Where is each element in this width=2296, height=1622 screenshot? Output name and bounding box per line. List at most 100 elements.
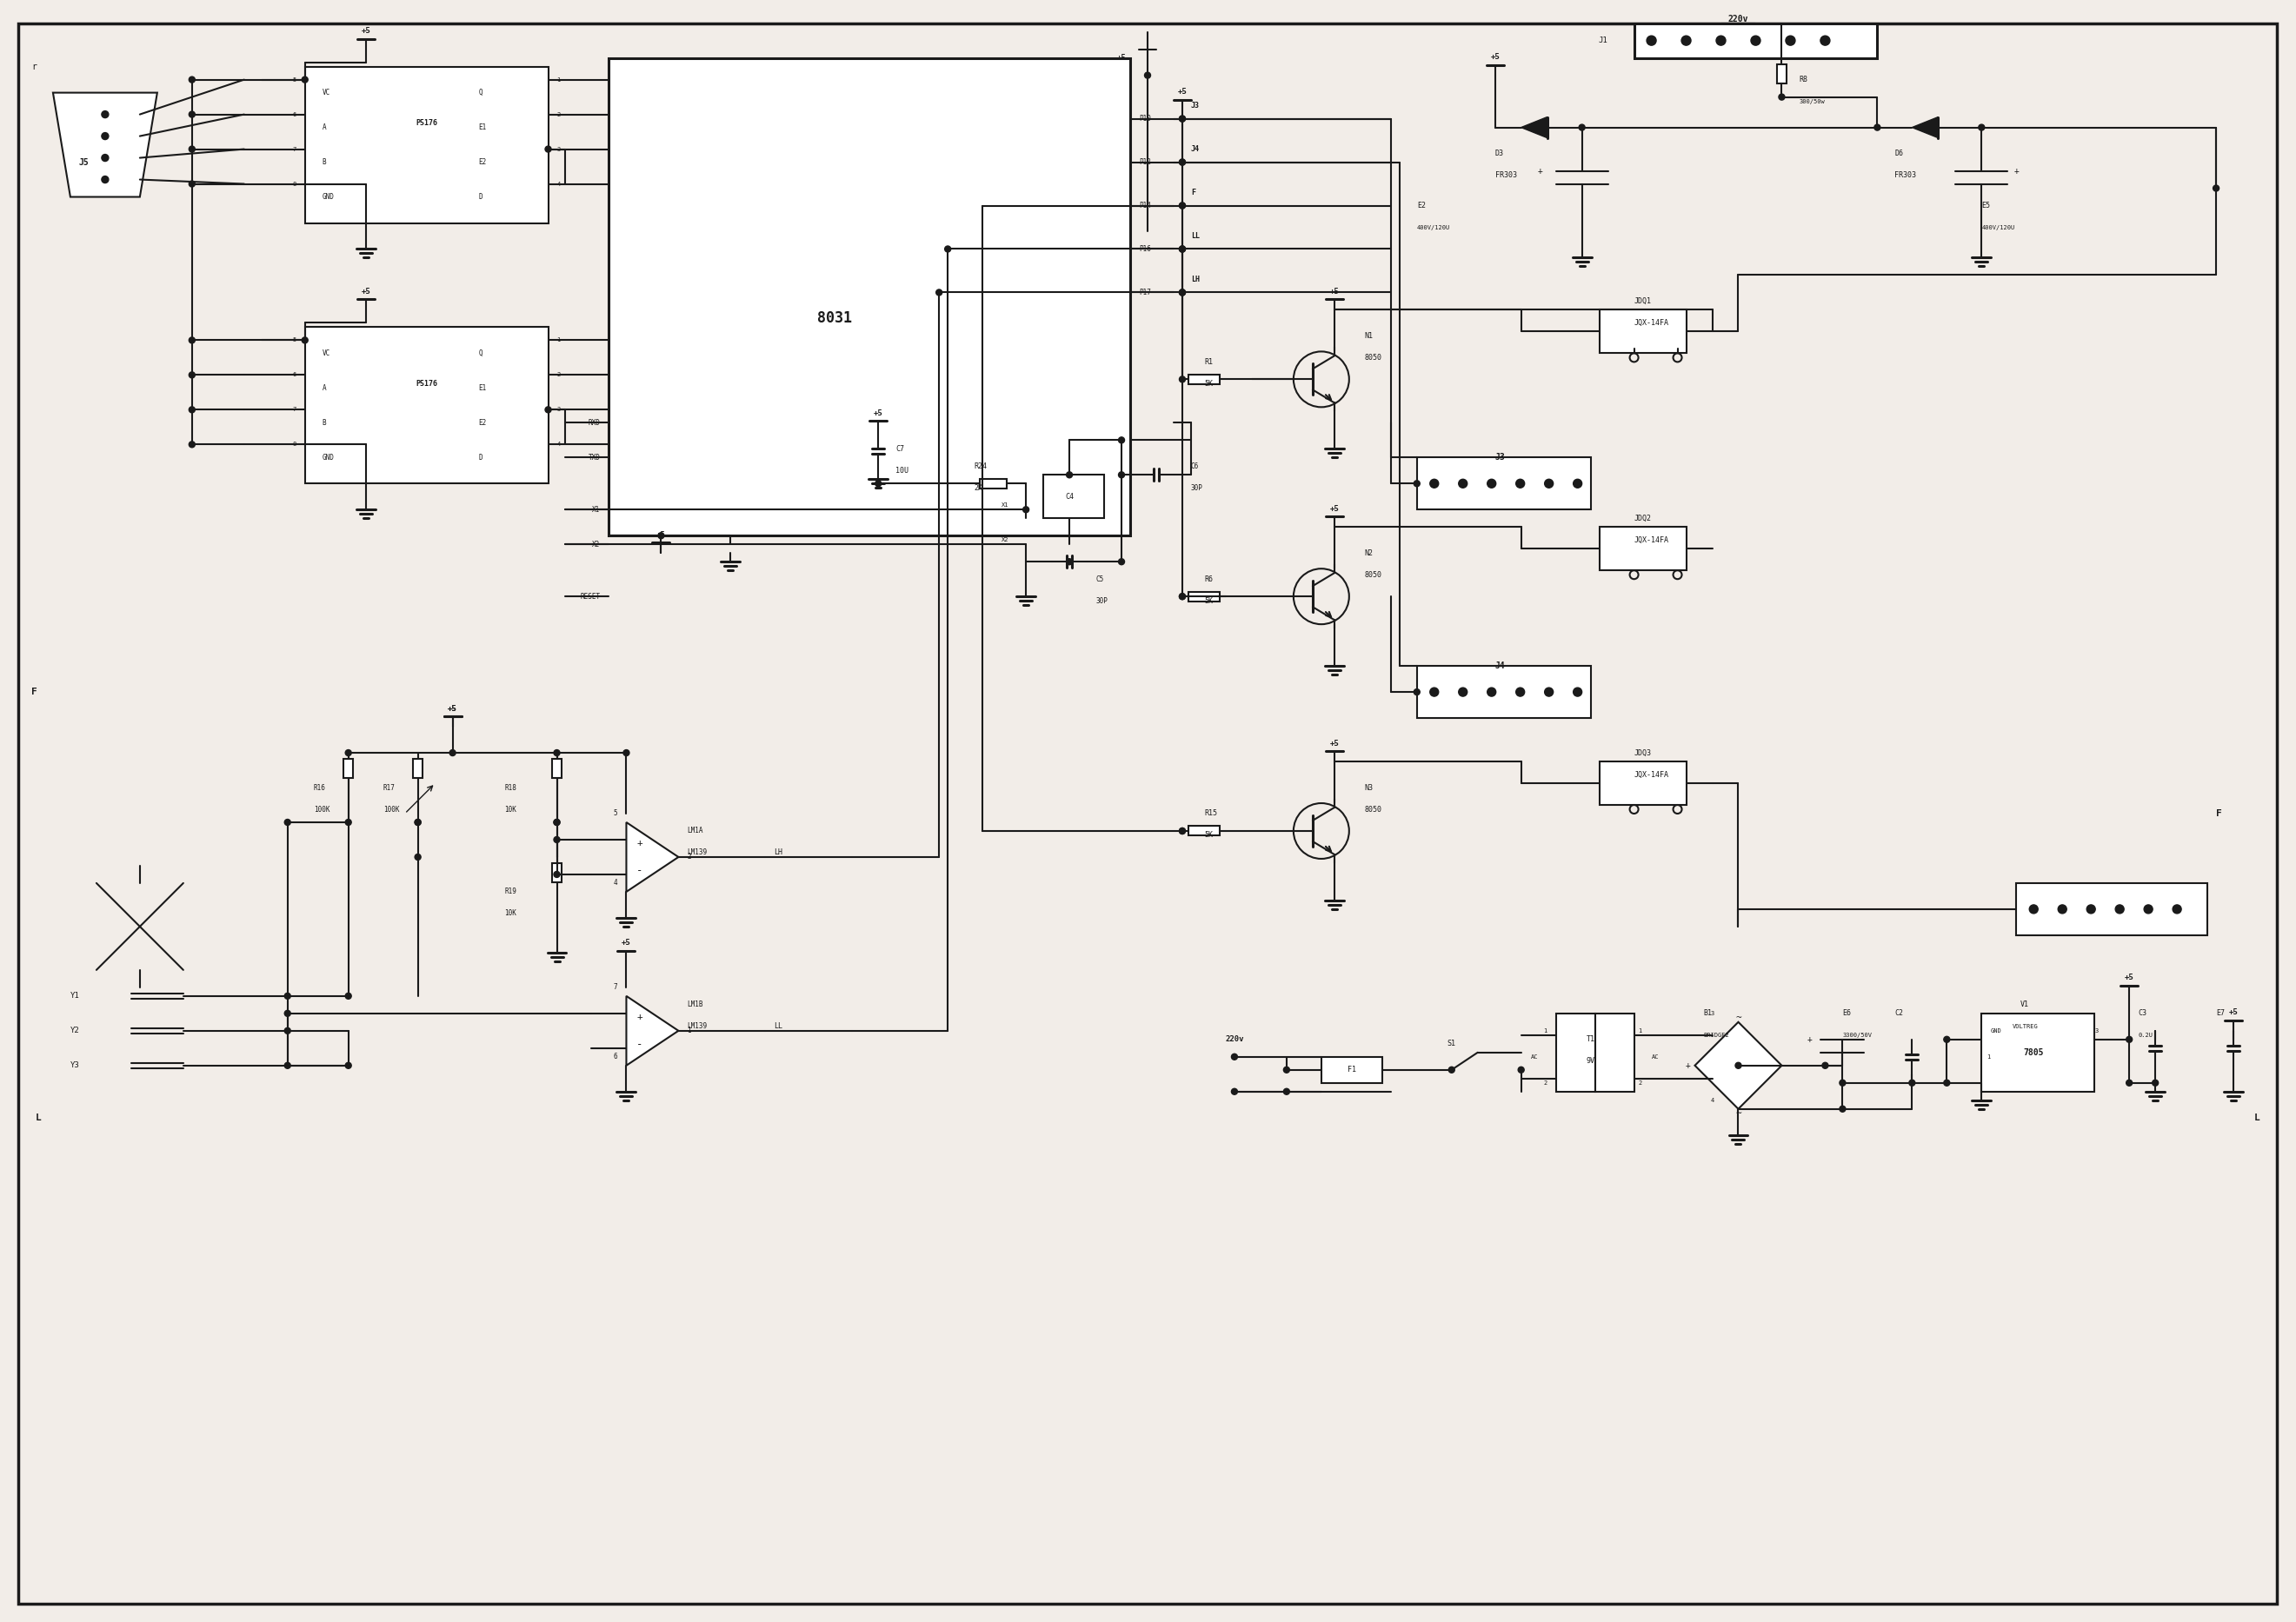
Circle shape bbox=[1231, 1054, 1238, 1059]
Text: 8050: 8050 bbox=[1364, 806, 1382, 813]
Text: C6: C6 bbox=[1192, 462, 1199, 470]
Circle shape bbox=[416, 819, 420, 826]
Text: 1: 1 bbox=[1986, 1054, 1991, 1059]
Text: +5: +5 bbox=[622, 939, 631, 947]
Text: GND: GND bbox=[1991, 1028, 2002, 1033]
Circle shape bbox=[101, 177, 108, 183]
Text: T1: T1 bbox=[1587, 1035, 1596, 1043]
Text: F1: F1 bbox=[1348, 1066, 1357, 1074]
Circle shape bbox=[101, 133, 108, 139]
Text: +: + bbox=[1538, 167, 1543, 175]
Text: D: D bbox=[478, 193, 482, 201]
Circle shape bbox=[344, 819, 351, 826]
Circle shape bbox=[622, 749, 629, 756]
Text: B: B bbox=[321, 418, 326, 427]
Text: R18: R18 bbox=[505, 783, 517, 792]
Circle shape bbox=[1821, 36, 1830, 45]
Circle shape bbox=[1839, 1080, 1846, 1085]
Circle shape bbox=[188, 180, 195, 187]
Circle shape bbox=[553, 837, 560, 843]
Circle shape bbox=[1518, 1067, 1525, 1072]
Text: 2: 2 bbox=[687, 853, 691, 861]
Text: 8050: 8050 bbox=[1364, 354, 1382, 362]
Text: X2: X2 bbox=[592, 540, 599, 548]
Text: B: B bbox=[321, 159, 326, 165]
Circle shape bbox=[1180, 247, 1185, 251]
Text: F: F bbox=[2216, 809, 2223, 817]
Text: JQX-14FA: JQX-14FA bbox=[1635, 320, 1669, 326]
Text: JDQ3: JDQ3 bbox=[1635, 749, 1651, 757]
Bar bbox=[1600, 527, 1685, 571]
Text: AC: AC bbox=[1531, 1054, 1538, 1059]
Circle shape bbox=[344, 993, 351, 999]
Text: N1: N1 bbox=[1364, 333, 1373, 339]
Circle shape bbox=[1065, 472, 1072, 478]
Text: 2K: 2K bbox=[974, 483, 983, 491]
Text: VC: VC bbox=[321, 89, 331, 97]
Text: 8: 8 bbox=[292, 441, 296, 448]
Text: ~: ~ bbox=[1736, 1109, 1740, 1118]
Bar bbox=[551, 863, 563, 882]
Text: P14: P14 bbox=[1139, 201, 1150, 209]
Text: JDQ2: JDQ2 bbox=[1635, 514, 1651, 522]
Text: 1: 1 bbox=[1543, 1028, 1548, 1033]
Text: L: L bbox=[2255, 1113, 2259, 1122]
Text: C5: C5 bbox=[1095, 576, 1104, 582]
Circle shape bbox=[344, 1062, 351, 1069]
Circle shape bbox=[344, 749, 351, 756]
Text: Q: Q bbox=[478, 349, 482, 357]
Text: J3: J3 bbox=[1192, 102, 1201, 110]
Text: 400V/120U: 400V/120U bbox=[1981, 225, 2016, 230]
Circle shape bbox=[553, 819, 560, 826]
Circle shape bbox=[1823, 1062, 1828, 1069]
Bar bbox=[1189, 375, 1219, 384]
Text: +: + bbox=[2014, 167, 2018, 175]
Bar bbox=[1417, 667, 1591, 719]
Bar bbox=[1320, 1058, 1382, 1083]
Text: Q: Q bbox=[478, 89, 482, 97]
Circle shape bbox=[1414, 480, 1419, 487]
Circle shape bbox=[1945, 1080, 1949, 1085]
Text: D6: D6 bbox=[1894, 149, 1903, 157]
Text: F: F bbox=[1192, 188, 1196, 196]
Circle shape bbox=[2126, 1036, 2133, 1043]
Circle shape bbox=[553, 871, 560, 878]
Circle shape bbox=[1180, 289, 1185, 295]
Circle shape bbox=[285, 993, 292, 999]
Text: 0.2U: 0.2U bbox=[2138, 1033, 2154, 1038]
Text: 4: 4 bbox=[558, 182, 560, 187]
Text: 8031: 8031 bbox=[817, 311, 852, 326]
Polygon shape bbox=[1913, 117, 1938, 138]
Text: 1: 1 bbox=[1639, 1028, 1642, 1033]
Bar bbox=[1981, 1014, 2094, 1092]
Text: 5K: 5K bbox=[1203, 832, 1212, 839]
Text: R8: R8 bbox=[1800, 76, 1807, 84]
Text: LM1B: LM1B bbox=[687, 1001, 703, 1009]
Bar bbox=[608, 58, 1130, 535]
Text: 4: 4 bbox=[558, 441, 560, 448]
Text: L: L bbox=[37, 1113, 41, 1122]
Circle shape bbox=[1118, 558, 1125, 564]
Circle shape bbox=[2172, 905, 2181, 913]
Text: 220v: 220v bbox=[1226, 1035, 1244, 1043]
Text: A: A bbox=[321, 384, 326, 393]
Text: AC: AC bbox=[1651, 1054, 1658, 1059]
Text: E1: E1 bbox=[478, 384, 487, 393]
Text: JDQ1: JDQ1 bbox=[1635, 297, 1651, 305]
Circle shape bbox=[1874, 125, 1880, 130]
Text: 5: 5 bbox=[613, 809, 618, 817]
Bar bbox=[1777, 63, 1786, 83]
Bar bbox=[1042, 475, 1104, 519]
Circle shape bbox=[1545, 688, 1554, 696]
Text: E2: E2 bbox=[478, 159, 487, 165]
Text: 6: 6 bbox=[292, 373, 296, 378]
Circle shape bbox=[2213, 185, 2220, 191]
Circle shape bbox=[1715, 36, 1727, 45]
Circle shape bbox=[285, 1011, 292, 1017]
Text: 2: 2 bbox=[1639, 1080, 1642, 1085]
Text: 2: 2 bbox=[558, 112, 560, 117]
Text: 100K: 100K bbox=[315, 806, 331, 813]
Text: 3: 3 bbox=[1711, 1011, 1715, 1015]
Bar bbox=[344, 759, 354, 779]
Text: B1: B1 bbox=[1704, 1009, 1713, 1017]
